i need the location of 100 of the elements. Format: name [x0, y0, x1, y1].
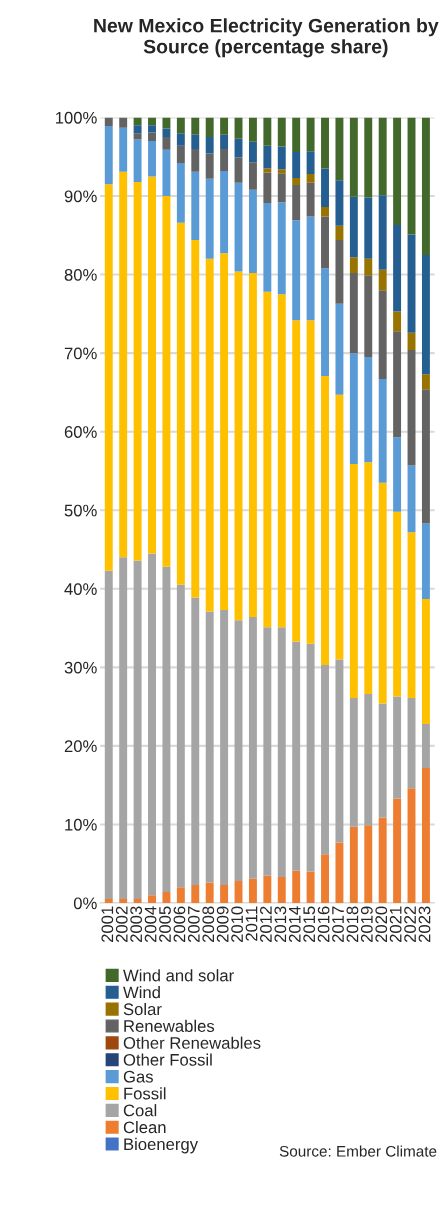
bar: [104, 184, 113, 571]
bar: [263, 172, 272, 204]
bar: [277, 173, 286, 203]
bar: [306, 151, 315, 175]
bar: [263, 291, 272, 628]
bar: [205, 137, 214, 154]
bar: [421, 117, 430, 255]
bar: [349, 257, 358, 273]
bar: [364, 117, 373, 198]
bar: [335, 394, 344, 660]
bar: [292, 870, 301, 903]
bar: [133, 899, 142, 903]
bar: [292, 220, 301, 321]
bar: [349, 353, 358, 464]
bar: [162, 137, 171, 150]
bar: [292, 152, 301, 178]
bar: [220, 134, 229, 149]
bar: [335, 240, 344, 304]
bar: [378, 117, 387, 196]
bar: [321, 268, 329, 376]
bar: [248, 117, 257, 142]
bar: [205, 611, 214, 883]
bar: [321, 664, 329, 855]
bar: [335, 303, 344, 395]
bar: [119, 899, 128, 903]
bar: [162, 149, 171, 197]
legend-label: Wind: [123, 986, 160, 999]
bar: [378, 269, 387, 291]
bar: [263, 117, 272, 146]
y-tick-label: 100%: [55, 111, 97, 124]
bar: [421, 254, 430, 375]
bar: [148, 117, 156, 126]
bar: [119, 557, 128, 900]
bar: [378, 482, 387, 704]
bar: [292, 117, 301, 153]
bar: [104, 899, 113, 903]
x-tick-label: 2019: [360, 906, 373, 943]
x-tick-label: 2013: [274, 906, 287, 943]
bar: [349, 117, 358, 197]
y-tick-label: 40%: [64, 583, 97, 595]
bar: [133, 125, 142, 134]
bar: [248, 189, 257, 273]
y-tick-label: 90%: [64, 190, 97, 203]
bar: [248, 878, 257, 903]
bar: [191, 240, 200, 598]
bar: [248, 273, 257, 618]
x-tick-label: 2005: [159, 906, 171, 943]
y-tick-label: 70%: [64, 347, 97, 360]
bar: [277, 117, 286, 147]
bar: [176, 133, 185, 146]
bar: [306, 871, 315, 903]
bar: [191, 171, 200, 241]
bar: [119, 171, 128, 558]
bar: [220, 610, 229, 885]
bar: [321, 168, 329, 208]
bar: [162, 566, 171, 892]
y-tick-label: 60%: [64, 426, 97, 438]
bar: [148, 895, 156, 903]
bar: [176, 145, 185, 164]
bar: [133, 560, 142, 900]
x-tick-label: 2007: [187, 906, 200, 943]
bar: [306, 117, 315, 152]
y-tick-label: 80%: [64, 268, 97, 281]
bar: [133, 133, 142, 140]
bar: [378, 379, 387, 483]
bar: [393, 331, 402, 438]
bar: [220, 884, 229, 903]
bar: [133, 181, 142, 561]
bar: [364, 357, 373, 463]
bar: [248, 617, 257, 879]
x-tick-label: 2022: [404, 906, 416, 943]
bar: [292, 641, 301, 871]
legend-label: Other Renewables: [123, 1036, 261, 1049]
bar: [191, 884, 200, 903]
bar: [205, 882, 214, 903]
x-tick-label: 2021: [389, 906, 402, 943]
source-note: Source: Ember Climate: [279, 1145, 437, 1157]
bar: [263, 875, 272, 903]
bar: [364, 825, 373, 903]
bar: [378, 703, 387, 818]
bar: [104, 126, 113, 185]
bar: [220, 170, 229, 254]
bar: [364, 694, 373, 826]
bar: [421, 389, 430, 524]
bar: [277, 169, 286, 174]
x-tick-label: 2003: [130, 906, 143, 943]
bar: [364, 462, 373, 695]
bar: [148, 125, 156, 133]
bar: [321, 375, 329, 665]
x-tick-label: 2017: [332, 906, 344, 943]
legend-label: Fossil: [124, 1087, 166, 1100]
bar: [205, 117, 214, 138]
bar: [191, 597, 200, 885]
bar: [205, 258, 214, 612]
x-tick-label: 2015: [303, 906, 316, 943]
y-tick-label: 50%: [64, 504, 97, 517]
bar: [421, 599, 430, 724]
bar: [306, 216, 315, 321]
x-tick-label: 2023: [418, 906, 431, 943]
legend-label: Other Fossil: [123, 1053, 212, 1066]
